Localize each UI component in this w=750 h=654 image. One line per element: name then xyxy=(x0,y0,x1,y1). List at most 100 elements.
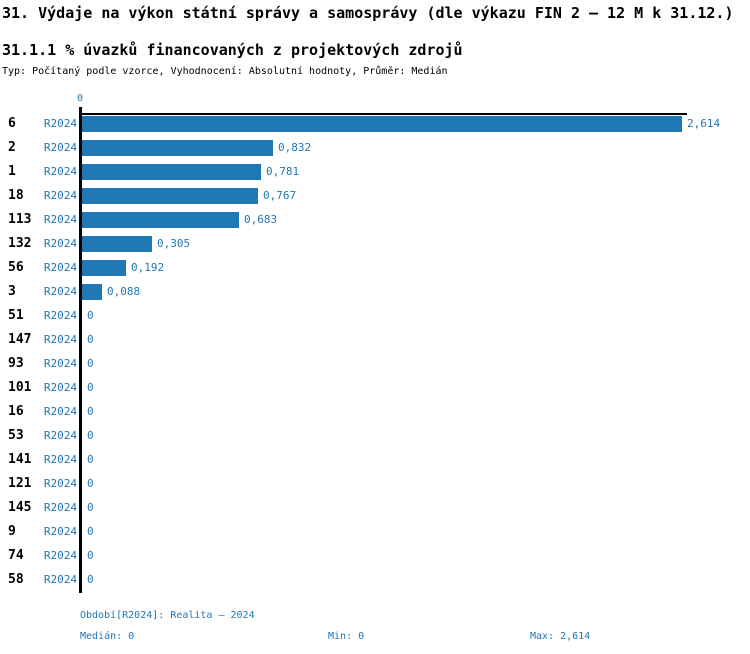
row-period-link[interactable]: R2024 xyxy=(43,309,77,322)
chart-row: 58 R2024 0 xyxy=(0,568,750,592)
max-stat: Max: 2,614 xyxy=(530,631,591,642)
row-period-link[interactable]: R2024 xyxy=(43,453,77,466)
bar xyxy=(82,212,239,228)
row-period-link[interactable]: R2024 xyxy=(43,189,77,202)
row-period-link[interactable]: R2024 xyxy=(43,549,77,562)
chart-row: 3 R2024 0,088 xyxy=(0,280,750,304)
row-category-label: 58 xyxy=(8,572,24,587)
row-category-label: 101 xyxy=(8,380,32,395)
bar-value-label: 0 xyxy=(87,357,94,370)
bar-value-label: 0 xyxy=(87,525,94,538)
row-category-label: 1 xyxy=(8,164,16,179)
row-period-link[interactable]: R2024 xyxy=(43,333,77,346)
row-period-link[interactable]: R2024 xyxy=(43,237,77,250)
row-category-label: 93 xyxy=(8,356,24,371)
bar-value-label: 0,767 xyxy=(263,189,297,202)
chart-row: 74 R2024 0 xyxy=(0,544,750,568)
chart-row: 6 R2024 2,614 xyxy=(0,112,750,136)
row-period-link[interactable]: R2024 xyxy=(43,429,77,442)
bar-value-label: 0,305 xyxy=(157,237,191,250)
bar-value-label: 0 xyxy=(87,333,94,346)
row-category-label: 51 xyxy=(8,308,24,323)
row-category-label: 132 xyxy=(8,236,32,251)
row-category-label: 121 xyxy=(8,476,32,491)
chart-row: 132 R2024 0,305 xyxy=(0,232,750,256)
chart-row: 145 R2024 0 xyxy=(0,496,750,520)
row-period-link[interactable]: R2024 xyxy=(43,357,77,370)
bar xyxy=(82,140,273,156)
chart-row: 56 R2024 0,192 xyxy=(0,256,750,280)
bar-value-label: 0,088 xyxy=(107,285,141,298)
row-category-label: 16 xyxy=(8,404,24,419)
bar xyxy=(82,164,261,180)
x-axis-top-spine xyxy=(79,113,687,115)
y-axis-line xyxy=(79,107,82,593)
chart-row: 121 R2024 0 xyxy=(0,472,750,496)
chart-row: 113 R2024 0,683 xyxy=(0,208,750,232)
row-period-link[interactable]: R2024 xyxy=(43,381,77,394)
bar-value-label: 0 xyxy=(87,573,94,586)
bar-value-label: 0,832 xyxy=(278,141,312,154)
indicator-title: 31.1.1 % úvazků financovaných z projekto… xyxy=(2,41,463,59)
bar-value-label: 0 xyxy=(87,381,94,394)
row-category-label: 9 xyxy=(8,524,16,539)
bar-value-label: 0,781 xyxy=(266,165,300,178)
chart-row: 101 R2024 0 xyxy=(0,376,750,400)
row-period-link[interactable]: R2024 xyxy=(43,525,77,538)
bar xyxy=(82,188,258,204)
bar-value-label: 0 xyxy=(87,549,94,562)
row-period-link[interactable]: R2024 xyxy=(43,261,77,274)
period-legend: Období[R2024]: Realita – 2024 xyxy=(80,610,255,621)
chart-row: 16 R2024 0 xyxy=(0,400,750,424)
row-period-link[interactable]: R2024 xyxy=(43,165,77,178)
bar xyxy=(82,260,126,276)
page-title: 31. Výdaje na výkon státní správy a samo… xyxy=(2,4,734,22)
bar-value-label: 0 xyxy=(87,309,94,322)
row-period-link[interactable]: R2024 xyxy=(43,405,77,418)
row-category-label: 6 xyxy=(8,116,16,131)
row-period-link[interactable]: R2024 xyxy=(43,117,77,130)
row-category-label: 2 xyxy=(8,140,16,155)
bar-value-label: 0 xyxy=(87,405,94,418)
indicator-meta: Typ: Počítaný podle vzorce, Vyhodnocení:… xyxy=(2,66,448,77)
bar-value-label: 0 xyxy=(87,477,94,490)
row-period-link[interactable]: R2024 xyxy=(43,501,77,514)
row-period-link[interactable]: R2024 xyxy=(43,213,77,226)
row-category-label: 113 xyxy=(8,212,32,227)
bar-value-label: 0,192 xyxy=(131,261,165,274)
row-category-label: 141 xyxy=(8,452,32,467)
row-category-label: 18 xyxy=(8,188,24,203)
chart-row: 2 R2024 0,832 xyxy=(0,136,750,160)
bar-value-label: 2,614 xyxy=(687,117,721,130)
chart-row: 51 R2024 0 xyxy=(0,304,750,328)
row-category-label: 3 xyxy=(8,284,16,299)
row-category-label: 145 xyxy=(8,500,32,515)
chart-row: 147 R2024 0 xyxy=(0,328,750,352)
chart-row: 53 R2024 0 xyxy=(0,424,750,448)
chart-row: 141 R2024 0 xyxy=(0,448,750,472)
bar-value-label: 0,683 xyxy=(244,213,278,226)
bar-value-label: 0 xyxy=(87,429,94,442)
row-period-link[interactable]: R2024 xyxy=(43,141,77,154)
row-category-label: 74 xyxy=(8,548,24,563)
bar xyxy=(82,284,102,300)
x-axis-zero-tick-label: 0 xyxy=(76,93,84,104)
chart-row: 1 R2024 0,781 xyxy=(0,160,750,184)
chart-row: 93 R2024 0 xyxy=(0,352,750,376)
chart-row: 9 R2024 0 xyxy=(0,520,750,544)
bar-value-label: 0 xyxy=(87,501,94,514)
row-period-link[interactable]: R2024 xyxy=(43,477,77,490)
chart-row: 18 R2024 0,767 xyxy=(0,184,750,208)
bar xyxy=(82,116,682,132)
row-category-label: 147 xyxy=(8,332,32,347)
row-period-link[interactable]: R2024 xyxy=(43,573,77,586)
min-stat: Min: 0 xyxy=(328,631,365,642)
median-stat: Medián: 0 xyxy=(80,631,135,642)
bar-value-label: 0 xyxy=(87,453,94,466)
row-category-label: 56 xyxy=(8,260,24,275)
row-period-link[interactable]: R2024 xyxy=(43,285,77,298)
row-category-label: 53 xyxy=(8,428,24,443)
bar xyxy=(82,236,152,252)
